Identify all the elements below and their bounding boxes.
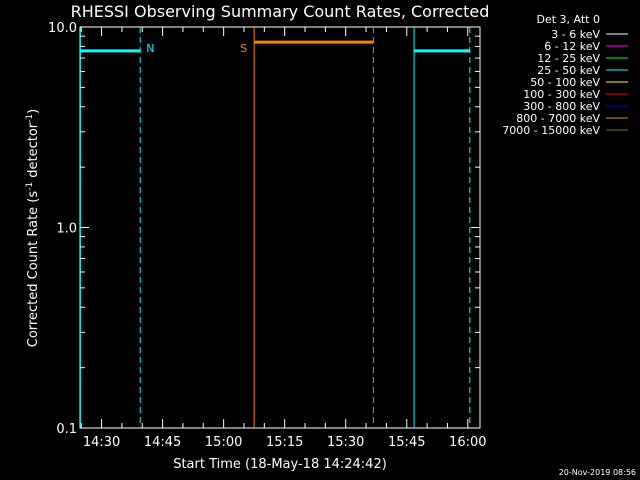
chart-title: RHESSI Observing Summary Count Rates, Co… bbox=[71, 2, 490, 21]
legend-label: 100 - 300 keV bbox=[523, 88, 600, 101]
x-tick-label: 14:30 bbox=[83, 435, 120, 450]
timestamp: 20-Nov-2019 08:56 bbox=[559, 468, 636, 477]
marker-label: N bbox=[146, 42, 154, 55]
x-tick-label: 15:15 bbox=[266, 435, 303, 450]
legend-header: Det 3, Att 0 bbox=[537, 13, 601, 26]
axis-ticks: 14:30 14:45 15:00 15:15 15:30 15:45 16:00 10.0 1… bbox=[48, 21, 486, 450]
y-tick-label: 10.0 bbox=[48, 21, 77, 36]
y-axis-label-sup1: -1 bbox=[25, 182, 35, 191]
legend-label: 3 - 6 keV bbox=[551, 28, 600, 41]
series-lines bbox=[80, 40, 470, 53]
legend-label: 25 - 50 keV bbox=[537, 64, 600, 77]
y-axis-label: Corrected Count Rate (s-1 detector-1) bbox=[25, 109, 41, 347]
y-axis-label-sup2: -1 bbox=[25, 114, 35, 123]
legend-label: 50 - 100 keV bbox=[530, 76, 600, 89]
legend-label: 800 - 7000 keV bbox=[516, 112, 600, 125]
y-tick-label: 1.0 bbox=[56, 222, 77, 237]
legend-label: 12 - 25 keV bbox=[537, 52, 600, 65]
x-tick-label: 15:45 bbox=[388, 435, 425, 450]
y-axis-label-mid: detector bbox=[26, 122, 41, 182]
y-tick-label: 0.1 bbox=[56, 422, 77, 437]
y-axis-label-end: ) bbox=[26, 109, 41, 114]
legend-label: 6 - 12 keV bbox=[544, 40, 600, 53]
legend-label: 7000 - 15000 keV bbox=[502, 124, 600, 137]
x-tick-label: 16:00 bbox=[449, 435, 486, 450]
x-tick-label: 15:00 bbox=[205, 435, 242, 450]
legend-label: 300 - 800 keV bbox=[523, 100, 600, 113]
x-axis-label: Start Time (18-May-18 14:24:42) bbox=[173, 457, 387, 472]
x-tick-label: 14:45 bbox=[144, 435, 181, 450]
y-axis-label-main: Corrected Count Rate (s bbox=[26, 191, 41, 348]
marker-label: S bbox=[240, 42, 247, 55]
x-tick-label: 15:30 bbox=[327, 435, 364, 450]
